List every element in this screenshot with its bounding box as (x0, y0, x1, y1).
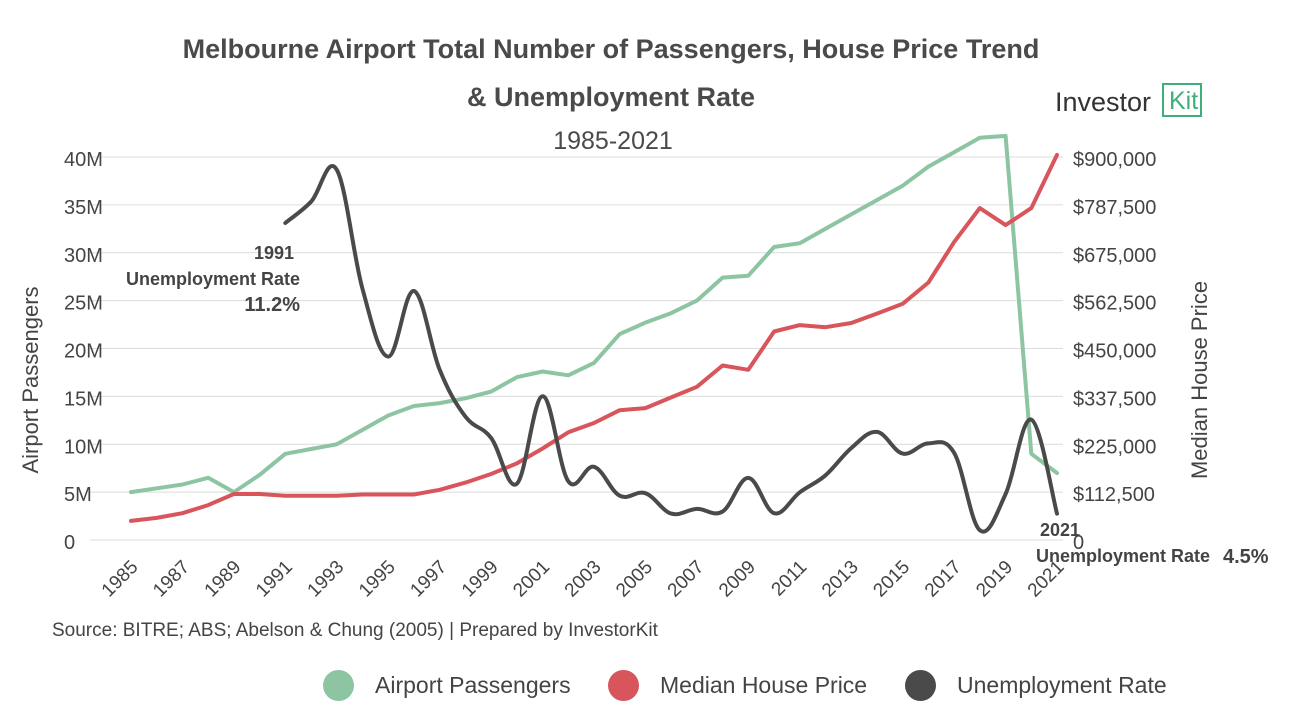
annotation-2021-value: 4.5% (1223, 546, 1269, 568)
x-tick-label: 1997 (406, 557, 451, 602)
legend-label: Median House Price (660, 672, 868, 698)
series-line-median-house-price (129, 152, 1059, 523)
x-tick-label: 2017 (921, 557, 966, 602)
x-tick-label: 2009 (715, 557, 760, 602)
y-left-tick-label: 35M (64, 197, 103, 219)
y-right-tick-label: $337,500 (1073, 388, 1156, 410)
y-right-tick-label: $225,000 (1073, 436, 1156, 458)
annotation-2021-year: 2021 (1040, 520, 1080, 540)
y-right-tick-label: 0 (1073, 532, 1084, 554)
series-line-airport-passengers (129, 133, 1059, 495)
y-right-tick-label: $787,500 (1073, 197, 1156, 219)
annotation-2021-label: Unemployment Rate (1036, 546, 1210, 566)
x-tick-label: 1985 (98, 557, 143, 602)
x-tick-label: 1989 (201, 557, 246, 602)
x-tick-label: 1991 (252, 557, 297, 602)
x-tick-label: 2011 (768, 557, 812, 601)
y-right-tick-label: $675,000 (1073, 245, 1156, 267)
y-left-tick-label: 15M (64, 388, 103, 410)
annotation-1991-value: 11.2% (244, 294, 300, 316)
series-line-unemployment-rate (283, 164, 1059, 534)
y-left-tick-label: 0 (64, 532, 75, 554)
x-tick-label: 2001 (509, 557, 554, 602)
legend-swatch (608, 670, 639, 701)
legend-swatch (905, 670, 936, 701)
chart-title-line1: Melbourne Airport Total Number of Passen… (182, 34, 1040, 64)
y-left-tick-label: 25M (64, 293, 103, 315)
x-tick-label: 2019 (972, 557, 1017, 602)
y-right-tick-label: $562,500 (1073, 293, 1156, 315)
y-right-axis-title: Median House Price (1187, 281, 1212, 479)
logo-box-text: Kit (1169, 87, 1199, 115)
y-right-tick-label: $450,000 (1073, 341, 1156, 363)
x-tick-label: 2007 (664, 557, 709, 602)
y-left-tick-label: 10M (64, 436, 103, 458)
y-right-tick-label: $112,500 (1073, 484, 1155, 506)
logo-box: Kit (1162, 83, 1202, 117)
x-tick-label: 2003 (561, 557, 606, 602)
y-right-tick-label: $900,000 (1073, 149, 1156, 171)
y-left-tick-label: 5M (64, 484, 92, 506)
annotation-1991-label: Unemployment Rate (126, 269, 300, 289)
x-tick-label: 1995 (355, 557, 400, 602)
y-left-axis-title: Airport Passengers (18, 286, 43, 473)
chart-subtitle: 1985-2021 (553, 127, 673, 155)
logo-text: Investor (1055, 87, 1152, 117)
y-left-tick-label: 30M (64, 245, 103, 267)
y-left-tick-label: 20M (64, 341, 103, 363)
x-tick-label: 2005 (612, 557, 657, 602)
source-note: Source: BITRE; ABS; Abelson & Chung (200… (52, 620, 658, 641)
y-left-tick-label: 40M (64, 149, 103, 171)
annotation-1991-year: 1991 (254, 243, 294, 263)
legend-swatch (323, 670, 354, 701)
legend-label: Unemployment Rate (957, 672, 1167, 698)
x-tick-label: 2013 (818, 557, 863, 602)
legend-label: Airport Passengers (375, 672, 571, 698)
x-tick-label: 2015 (869, 557, 914, 602)
x-tick-label: 1987 (149, 557, 194, 602)
chart-title-line2: & Unemployment Rate (466, 82, 756, 112)
x-tick-label: 1993 (304, 557, 349, 602)
x-tick-label: 1999 (458, 557, 503, 602)
